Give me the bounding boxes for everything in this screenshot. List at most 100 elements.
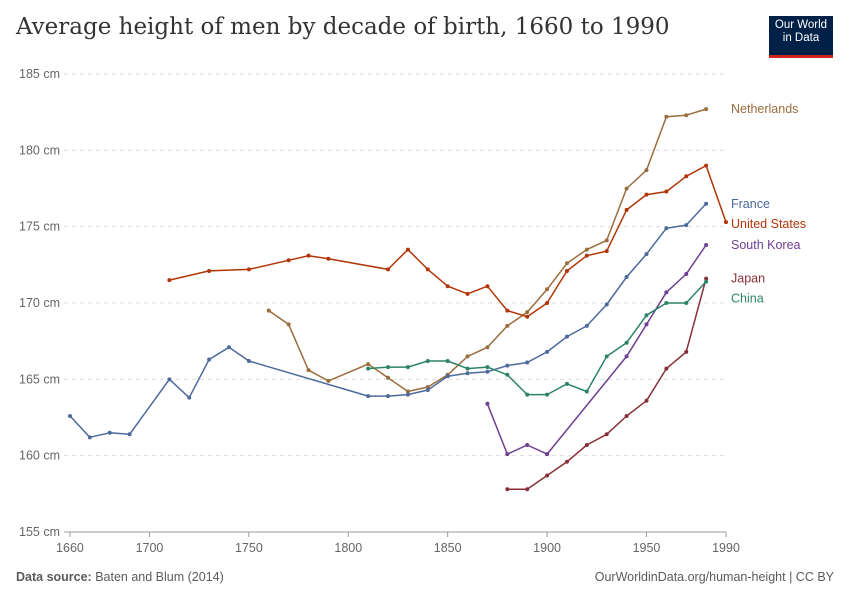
series-line	[69, 203, 707, 439]
data-point	[684, 223, 689, 228]
license-text: CC BY	[795, 570, 834, 584]
line-chart: 155 cm 160 cm 165 cm 170 cm 175 cm 180 cm 185 …	[19, 67, 806, 555]
data-point	[684, 301, 689, 305]
data-point	[405, 365, 410, 370]
data-point	[545, 287, 550, 292]
data-point	[584, 247, 589, 252]
data-point	[624, 186, 629, 191]
data-point	[704, 276, 709, 281]
data-point	[405, 247, 410, 252]
data-point	[425, 267, 430, 272]
data-point	[624, 354, 629, 359]
data-point	[624, 340, 629, 345]
y-tick-label: 185 cm	[19, 67, 60, 81]
series-line	[169, 164, 727, 318]
data-point	[564, 459, 569, 464]
data-point	[525, 442, 530, 447]
footer-source: Data source: Baten and Blum (2014)	[16, 570, 224, 584]
data-point	[664, 189, 669, 194]
data-point	[386, 394, 391, 399]
data-point	[584, 323, 589, 328]
y-tick-label: 170 cm	[19, 296, 60, 310]
series-label: France	[731, 197, 770, 211]
data-point	[545, 452, 550, 457]
data-point	[445, 284, 450, 289]
data-point	[485, 284, 490, 289]
chart-title: Average height of men by decade of birth…	[16, 14, 670, 40]
owid-logo[interactable]: Our World in Data	[769, 16, 833, 58]
data-point	[187, 395, 192, 400]
axes: 155 cm 160 cm 165 cm 170 cm 175 cm 180 cm 185 …	[19, 67, 740, 555]
source-url-link[interactable]: OurWorldinData.org/human-height	[594, 570, 786, 584]
data-point	[525, 360, 530, 365]
data-point	[326, 256, 331, 261]
x-tick-label: 1990	[712, 541, 740, 555]
data-point	[485, 369, 490, 374]
data-point	[286, 258, 291, 263]
series-lines	[67, 107, 728, 492]
series-label: China	[731, 292, 764, 306]
data-point	[306, 368, 311, 373]
data-point	[425, 359, 430, 364]
data-point	[505, 323, 510, 328]
data-point	[386, 365, 391, 370]
series-label: Japan	[731, 272, 765, 286]
x-tick-label: 1850	[434, 541, 462, 555]
series-line	[268, 108, 707, 393]
data-point	[167, 377, 172, 382]
data-point	[584, 253, 589, 258]
data-point	[465, 291, 470, 296]
data-point	[425, 388, 430, 393]
source-text: Baten and Blum (2014)	[95, 570, 224, 584]
data-point	[485, 365, 490, 370]
data-point	[604, 354, 609, 359]
data-point	[644, 398, 649, 403]
y-tick-label: 180 cm	[19, 143, 60, 157]
data-point	[405, 392, 410, 397]
data-point	[704, 242, 709, 247]
data-point	[684, 349, 689, 354]
data-point	[584, 442, 589, 447]
data-point	[87, 435, 92, 440]
x-tick-label: 1700	[136, 541, 164, 555]
data-point	[286, 322, 291, 327]
data-point	[584, 389, 589, 394]
data-point	[246, 359, 251, 364]
data-point	[545, 349, 550, 354]
series-label: Netherlands	[731, 102, 798, 116]
source-label: Data source:	[16, 570, 92, 584]
data-point	[465, 354, 470, 359]
data-point	[604, 432, 609, 437]
data-point	[465, 371, 470, 376]
data-point	[684, 271, 689, 276]
data-point	[306, 253, 311, 258]
data-point	[525, 487, 530, 492]
data-point	[366, 366, 371, 371]
footer-url: OurWorldinData.org/human-height | CC BY	[594, 570, 834, 584]
data-point	[386, 375, 391, 380]
data-point	[664, 366, 669, 371]
data-point	[664, 301, 669, 305]
data-point	[505, 363, 510, 368]
data-point	[266, 308, 271, 313]
data-point	[366, 394, 371, 399]
data-point	[704, 107, 709, 112]
data-point	[604, 238, 609, 243]
data-point	[67, 413, 72, 418]
y-tick-label: 160 cm	[19, 449, 60, 463]
data-point	[525, 392, 530, 397]
x-tick-label: 1950	[633, 541, 661, 555]
data-point	[107, 430, 112, 435]
data-point	[564, 381, 569, 386]
data-point	[704, 279, 709, 284]
series-line	[368, 281, 707, 396]
data-point	[624, 275, 629, 280]
series-label: United States	[731, 217, 806, 231]
grid-lines	[64, 73, 726, 457]
data-point	[684, 113, 689, 118]
data-point	[644, 313, 649, 318]
data-point	[207, 357, 212, 362]
data-point	[505, 452, 510, 457]
data-point	[366, 362, 371, 367]
data-point	[207, 268, 212, 273]
